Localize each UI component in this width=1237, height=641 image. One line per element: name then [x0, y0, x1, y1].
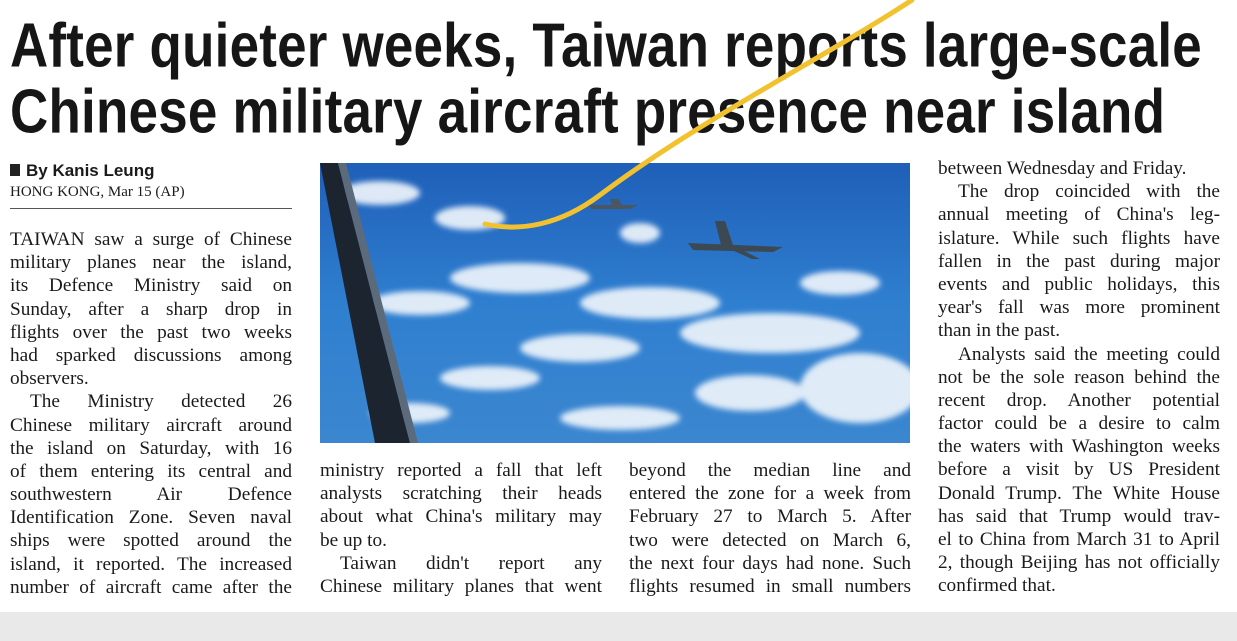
article-line: than in the past.	[938, 320, 1061, 342]
cockpit-window-frame	[320, 163, 410, 443]
article-line: Taiwan didn't report any	[340, 552, 602, 574]
article-line: analysts scratching their heads	[320, 483, 602, 505]
article-line: Chinese military planes that went	[320, 575, 602, 597]
article-line: be up to.	[320, 529, 387, 551]
article-line: ships were spotted around the	[10, 530, 292, 552]
article-column-3: beyond the median line and entered the zo…	[629, 459, 911, 598]
article-line: annual meeting of China's leg-	[938, 204, 1220, 226]
article-line: factor could be a desire to calm	[938, 413, 1220, 435]
article-line: Sunday, after a sharp drop in	[10, 298, 292, 320]
article-line: its Defence Ministry said on	[10, 275, 292, 297]
article-line: observers.	[10, 368, 89, 390]
news-photo-jets	[320, 163, 910, 443]
article-line: southwestern Air Defence	[10, 484, 292, 506]
footer-band	[0, 612, 1237, 641]
article-line: beyond the median line and	[629, 460, 911, 481]
article-line: about what China's military may	[320, 506, 602, 528]
headline-line-2: Chinese military aircraft presence near …	[10, 75, 1166, 147]
article-line: number of aircraft came after the	[10, 576, 292, 598]
article-line: two were detected on March 6,	[629, 529, 911, 551]
article-line: of them entering its central and	[10, 460, 292, 482]
article-line: the island on Saturday, with 16	[10, 437, 292, 459]
square-bullet-icon	[10, 164, 20, 176]
article-line: el to China from March 31 to April	[938, 529, 1220, 550]
article-line: the next four days had none. Such	[629, 552, 911, 574]
article-line: before a visit by US President	[938, 459, 1220, 481]
article-column-1: TAIWAN saw a surge of Chinese military pl…	[10, 228, 292, 599]
article-line: flights over the past two weeks	[10, 321, 292, 343]
article-line: islature. While such flights have	[938, 227, 1220, 249]
article-line: TAIWAN saw a surge of Chinese	[10, 229, 292, 250]
dateline: HONG KONG, Mar 15 (AP)	[10, 184, 185, 200]
article-line: recent drop. Another potential	[938, 389, 1220, 411]
article-line: Identification Zone. Seven naval	[10, 507, 292, 529]
headline-line-1: After quieter weeks, Taiwan reports larg…	[10, 9, 1202, 81]
article-line: the waters with Washington weeks	[938, 436, 1220, 458]
article-line: not be the sole reason behind the	[938, 366, 1220, 388]
article-line: military planes near the island,	[10, 252, 292, 274]
article-line: fallen in the past during major	[938, 250, 1220, 272]
article-line: Chinese military aircraft around	[10, 414, 292, 436]
article-line: had sparked discussions among	[10, 344, 292, 366]
article-line: February 27 to March 5. After	[629, 506, 911, 528]
article-line: flights resumed in small numbers	[629, 575, 911, 597]
article-line: confirmed that.	[938, 575, 1056, 597]
article-line: Donald Trump. The White House	[938, 482, 1220, 504]
article-line: ministry reported a fall that left	[320, 460, 602, 481]
article-line: The Ministry detected 26	[30, 391, 292, 413]
article-line: entered the zone for a week from	[629, 483, 911, 505]
article-line: Analysts said the meeting could	[958, 343, 1220, 365]
article-line: events and public holidays, this	[938, 273, 1220, 295]
byline: By Kanis Leung	[10, 161, 154, 181]
byline-divider	[10, 208, 292, 209]
article-column-4: between Wednesday and Friday. The drop co…	[938, 157, 1220, 598]
article-line: 2, though Beijing has not officially	[938, 552, 1220, 574]
author-name: By Kanis Leung	[26, 161, 155, 180]
article-line: between Wednesday and Friday.	[938, 158, 1187, 179]
article-line: year's fall was more prominent	[938, 297, 1220, 319]
article-line: island, it reported. The increased	[10, 553, 292, 575]
article-column-2: ministry reported a fall that left analys…	[320, 459, 602, 598]
article-line: has said that Trump would trav-	[938, 505, 1220, 527]
article-line: The drop coincided with the	[958, 181, 1220, 203]
